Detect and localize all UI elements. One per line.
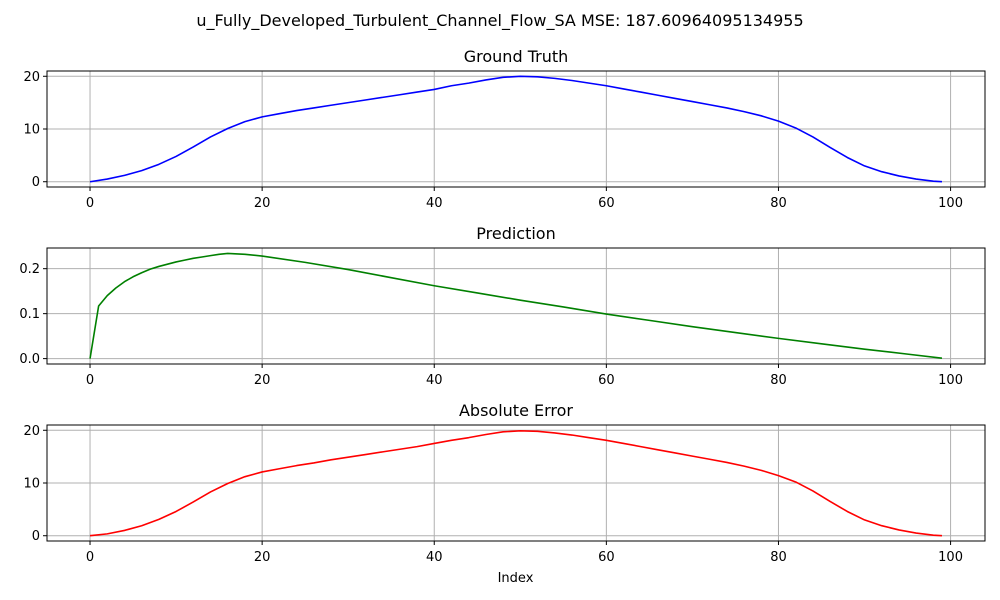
absolute-error-title: Absolute Error bbox=[459, 401, 573, 420]
subplot-ground-truth: Ground Truth 0 20 40 60 80 100 0 10 20 bbox=[23, 47, 986, 211]
subplot-prediction: Prediction 0 20 40 60 80 100 0.0 0.1 0.2 bbox=[19, 224, 986, 388]
x-tick-label: 80 bbox=[770, 196, 787, 211]
x-tick-label: 40 bbox=[426, 373, 443, 388]
y-tick-label: 0.0 bbox=[19, 352, 40, 367]
x-tick-label: 100 bbox=[938, 550, 963, 565]
x-tick-label: 80 bbox=[770, 373, 787, 388]
x-tick-label: 60 bbox=[598, 550, 615, 565]
y-tick-label: 0.2 bbox=[19, 262, 40, 277]
x-tick-label: 40 bbox=[426, 550, 443, 565]
x-tick-label: 60 bbox=[598, 196, 615, 211]
y-tick-label: 10 bbox=[23, 477, 40, 492]
x-axis-label: Index bbox=[498, 571, 534, 586]
y-tick-label: 0 bbox=[32, 529, 40, 544]
x-tick-label: 100 bbox=[938, 373, 963, 388]
figure-title: u_Fully_Developed_Turbulent_Channel_Flow… bbox=[196, 11, 803, 31]
y-tick-label: 20 bbox=[23, 70, 40, 85]
y-tick-label: 0.1 bbox=[19, 307, 40, 322]
x-tick-label: 40 bbox=[426, 196, 443, 211]
x-tick-label: 80 bbox=[770, 550, 787, 565]
x-tick-label: 100 bbox=[938, 196, 963, 211]
axes-frame bbox=[46, 247, 986, 365]
x-tick-label: 20 bbox=[254, 196, 271, 211]
x-tick-label: 0 bbox=[86, 373, 94, 388]
ground-truth-title: Ground Truth bbox=[464, 47, 569, 66]
prediction-title: Prediction bbox=[476, 224, 555, 243]
y-tick-label: 0 bbox=[32, 175, 40, 190]
y-tick-label: 10 bbox=[23, 123, 40, 138]
y-tick-label: 20 bbox=[23, 424, 40, 439]
ground-truth-line bbox=[89, 75, 943, 183]
absolute-error-line bbox=[89, 429, 943, 537]
prediction-line bbox=[89, 252, 943, 359]
x-tick-label: 0 bbox=[86, 550, 94, 565]
x-tick-label: 20 bbox=[254, 550, 271, 565]
x-tick-label: 20 bbox=[254, 373, 271, 388]
x-tick-label: 0 bbox=[86, 196, 94, 211]
x-tick-label: 60 bbox=[598, 373, 615, 388]
subplot-absolute-error: Absolute Error 0 20 40 60 80 100 0 10 20 bbox=[23, 401, 986, 565]
